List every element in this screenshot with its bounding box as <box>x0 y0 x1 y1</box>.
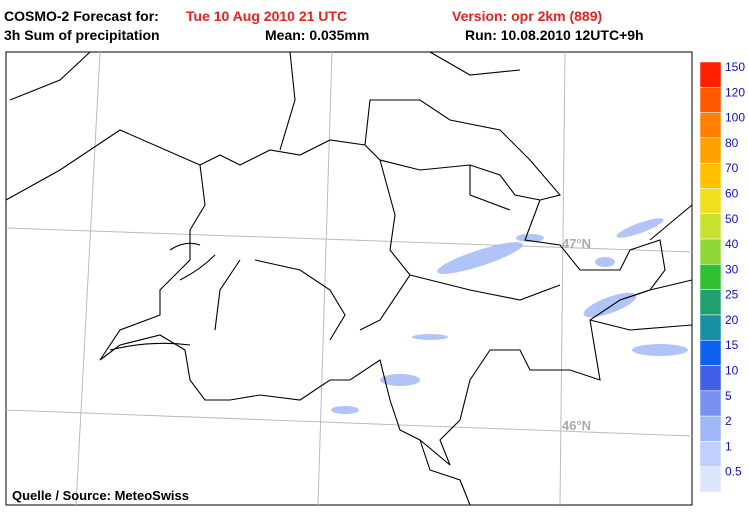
precipitation <box>331 218 688 414</box>
run: Run: 10.08.2010 12UTC+9h <box>465 27 644 43</box>
map-frame <box>5 51 693 506</box>
legend-swatch <box>699 112 722 139</box>
version: Version: opr 2km (889) <box>452 8 603 24</box>
legend-label: 0.5 <box>725 465 742 479</box>
legend-label: 120 <box>725 85 745 99</box>
legend-swatch <box>699 314 722 341</box>
borders <box>5 51 693 506</box>
legend-swatch <box>699 162 722 189</box>
legend-label: 150 <box>725 60 745 74</box>
legend-swatch <box>699 188 722 215</box>
legend-swatch <box>699 87 722 113</box>
legend-label: 1 <box>725 439 732 453</box>
legend-label: 50 <box>725 212 739 226</box>
lat-label: 47°N <box>562 236 591 251</box>
title-prefix: COSMO-2 Forecast for: <box>4 8 159 24</box>
field-name: 3h Sum of precipitation <box>4 27 160 43</box>
legend-swatch <box>699 339 722 366</box>
mean: Mean: 0.035mm <box>265 27 370 43</box>
legend-swatch <box>699 415 722 442</box>
legend-swatch <box>699 238 722 265</box>
legend-label: 2 <box>725 414 732 428</box>
legend: 150 120 100 80 70 60 50 40 30 25 20 15 10 5 2 1 0.5 <box>699 60 745 493</box>
legend-label: 100 <box>725 111 745 125</box>
source: Quelle / Source: MeteoSwiss <box>12 488 189 503</box>
legend-label: 5 <box>725 389 732 403</box>
legend-swatch <box>699 137 722 164</box>
legend-label: 25 <box>725 288 739 302</box>
legend-swatch <box>699 466 722 493</box>
valid-time: Tue 10 Aug 2010 21 UTC <box>186 8 348 24</box>
legend-label: 80 <box>725 136 739 150</box>
legend-swatch <box>699 441 722 467</box>
legend-swatch <box>699 213 722 240</box>
graticule <box>5 51 693 506</box>
legend-label: 70 <box>725 161 739 175</box>
legend-swatch <box>699 61 722 88</box>
legend-label: 15 <box>725 338 739 352</box>
legend-label: 20 <box>725 313 739 327</box>
lat-labels: 47°N 46°N <box>562 236 591 433</box>
legend-label: 10 <box>725 364 739 378</box>
legend-label: 30 <box>725 262 739 276</box>
legend-label: 60 <box>725 186 739 200</box>
legend-swatch <box>699 390 722 417</box>
legend-label: 40 <box>725 237 739 251</box>
legend-swatch <box>699 264 722 290</box>
lat-label: 46°N <box>562 418 591 433</box>
legend-swatch <box>699 289 722 316</box>
legend-swatch <box>699 365 722 392</box>
